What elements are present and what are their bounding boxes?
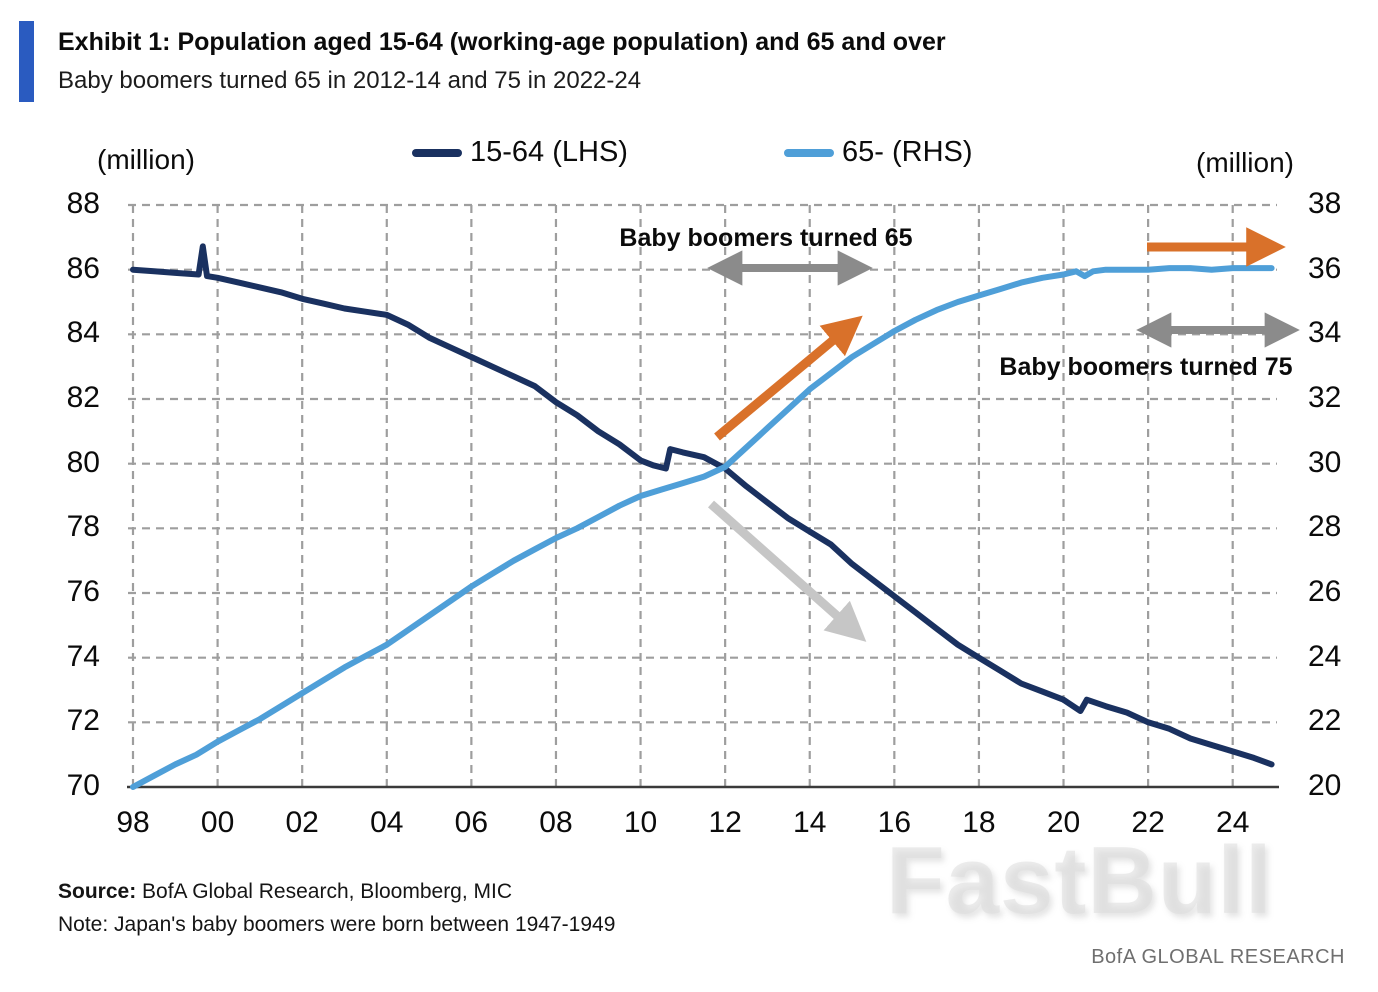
series-line-15-64 <box>130 243 1275 768</box>
left-axis-tick-label: 76 <box>66 575 100 608</box>
bofa-global-research-brand: BofA GLOBAL RESEARCH <box>1091 946 1345 968</box>
legend-item-65: 65- (RHS) <box>784 136 973 169</box>
source-text: BofA Global Research, Bloomberg, MIC <box>136 880 513 903</box>
x-axis-tick-label: 04 <box>370 806 404 839</box>
x-axis-tick-label: 10 <box>623 806 658 839</box>
x-axis-tick-label: 24 <box>1216 806 1250 839</box>
title-accent-bar <box>19 21 34 102</box>
legend-item-15-64: 15-64 (LHS) <box>412 136 628 169</box>
right-axis-tick-label: 28 <box>1308 510 1342 544</box>
x-axis-tick-label: 00 <box>200 806 235 839</box>
exhibit-title: Exhibit 1: Population aged 15-64 (workin… <box>58 28 946 56</box>
left-axis-tick-label: 84 <box>66 316 100 350</box>
series-line-65-over <box>130 265 1275 790</box>
x-axis-tick-label: 02 <box>285 806 319 839</box>
legend-line-swatch-15-64 <box>412 148 462 157</box>
right-axis-tick-label: 38 <box>1308 187 1342 220</box>
source-line: Source: BofA Global Research, Bloomberg,… <box>58 880 512 904</box>
left-axis-tick-label: 88 <box>66 187 100 220</box>
right-axis-tick-label: 30 <box>1308 445 1342 479</box>
legend-line-swatch-65 <box>784 148 834 157</box>
exhibit-subtitle: Baby boomers turned 65 in 2012-14 and 75… <box>58 67 642 94</box>
rise-65-orange-arrow <box>714 315 863 441</box>
left-axis-tick-label: 72 <box>66 704 100 738</box>
source-label: Source: <box>58 880 137 903</box>
annotation-turned-75: Baby boomers turned 75 <box>999 353 1293 381</box>
left-axis-tick-label: 82 <box>66 381 100 414</box>
legend-label-65: 65- (RHS) <box>842 136 973 168</box>
legend-label-15-64: 15-64 (LHS) <box>470 136 628 168</box>
fall-15-64-gray-arrow <box>708 500 867 642</box>
x-axis-tick-label: 18 <box>962 806 996 839</box>
x-axis-tick-label: 08 <box>539 806 573 839</box>
x-axis-tick-label: 06 <box>454 806 489 839</box>
annotation-turned-65: Baby boomers turned 65 <box>619 224 913 252</box>
right-axis-tick-label: 32 <box>1308 381 1342 414</box>
x-axis-tick-label: 22 <box>1131 806 1165 839</box>
x-axis-tick-label: 14 <box>793 806 827 839</box>
right-axis-unit-label: (million) <box>1196 147 1294 178</box>
left-axis-tick-label: 80 <box>66 445 100 479</box>
x-axis-tick-label: 20 <box>1046 806 1081 839</box>
x-axis-tick-label: 16 <box>877 806 912 839</box>
note-line: Note: Japan's baby boomers were born bet… <box>58 913 616 936</box>
right-axis-tick-label: 20 <box>1308 769 1342 802</box>
left-axis-tick-label: 70 <box>66 769 100 802</box>
left-axis-tick-label: 78 <box>66 510 100 544</box>
right-axis-tick-label: 36 <box>1308 251 1342 285</box>
right-axis-tick-label: 34 <box>1308 316 1342 350</box>
left-axis-tick-label: 74 <box>66 639 100 673</box>
x-axis-tick-label: 12 <box>708 806 742 839</box>
left-axis-unit-label: (million) <box>97 144 195 175</box>
right-axis-tick-label: 24 <box>1308 639 1342 673</box>
right-axis-tick-label: 26 <box>1308 575 1342 608</box>
right-axis-tick-label: 22 <box>1308 704 1342 738</box>
left-axis-tick-label: 86 <box>66 251 100 285</box>
x-axis-tick-label: 98 <box>116 806 150 839</box>
